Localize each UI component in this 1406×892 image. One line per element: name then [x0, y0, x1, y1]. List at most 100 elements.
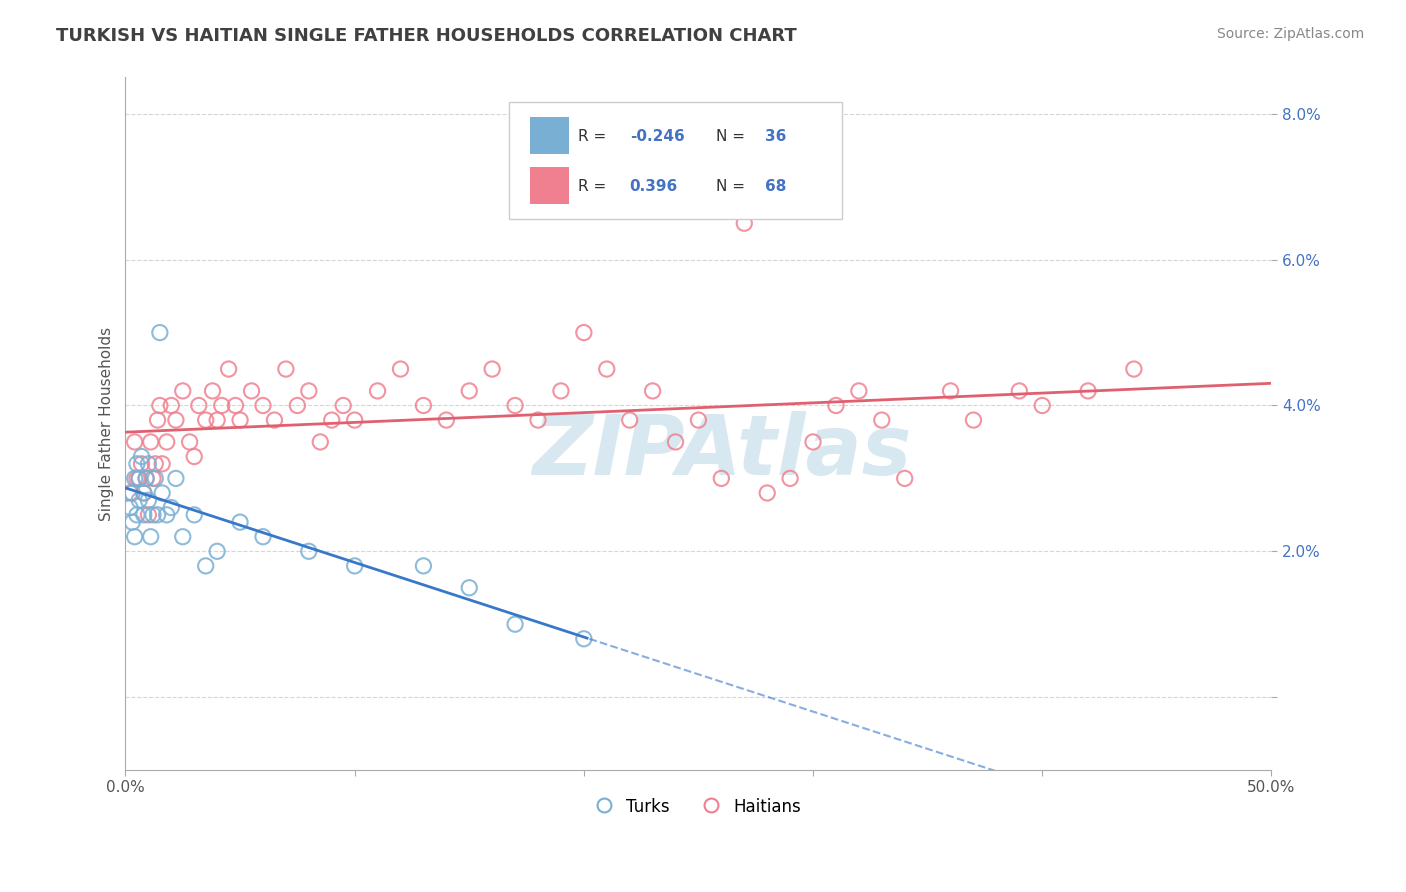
- Point: [263, 413, 285, 427]
- Point: [458, 384, 481, 398]
- Point: [298, 384, 321, 398]
- Point: [179, 434, 201, 449]
- Point: [309, 434, 332, 449]
- Point: [128, 493, 150, 508]
- Point: [572, 632, 595, 646]
- Y-axis label: Single Father Households: Single Father Households: [100, 326, 114, 521]
- Point: [343, 558, 366, 573]
- Point: [412, 558, 434, 573]
- Point: [172, 530, 194, 544]
- Point: [132, 508, 155, 522]
- Point: [503, 399, 526, 413]
- Point: [194, 558, 217, 573]
- Point: [165, 471, 187, 485]
- Point: [205, 413, 228, 427]
- Point: [142, 471, 165, 485]
- Text: R =: R =: [578, 128, 612, 144]
- Point: [801, 434, 824, 449]
- Point: [146, 508, 169, 522]
- Text: R =: R =: [578, 178, 612, 194]
- Point: [1077, 384, 1099, 398]
- Point: [274, 362, 297, 376]
- Point: [332, 399, 354, 413]
- Point: [503, 617, 526, 632]
- Point: [434, 413, 457, 427]
- Point: [710, 471, 733, 485]
- Point: [150, 457, 173, 471]
- Point: [138, 457, 160, 471]
- Point: [343, 413, 366, 427]
- Point: [128, 471, 150, 485]
- Point: [125, 471, 148, 485]
- Point: [121, 486, 143, 500]
- Point: [125, 457, 148, 471]
- Point: [205, 544, 228, 558]
- Point: [138, 508, 160, 522]
- Point: [285, 399, 308, 413]
- Point: [160, 500, 183, 515]
- Text: ZIPAtlas: ZIPAtlas: [531, 411, 911, 491]
- Text: N =: N =: [716, 178, 749, 194]
- Text: 0.396: 0.396: [630, 178, 678, 194]
- FancyBboxPatch shape: [530, 167, 569, 204]
- Point: [367, 384, 389, 398]
- Point: [139, 530, 162, 544]
- Point: [664, 434, 686, 449]
- Point: [139, 434, 162, 449]
- Point: [893, 471, 915, 485]
- Point: [458, 581, 481, 595]
- Point: [412, 399, 434, 413]
- Point: [550, 384, 572, 398]
- Point: [321, 413, 343, 427]
- FancyBboxPatch shape: [530, 117, 569, 154]
- Point: [172, 384, 194, 398]
- Legend: Turks, Haitians: Turks, Haitians: [588, 789, 808, 824]
- Point: [211, 399, 233, 413]
- Point: [252, 530, 274, 544]
- FancyBboxPatch shape: [509, 102, 842, 219]
- Point: [389, 362, 412, 376]
- Point: [187, 399, 209, 413]
- Point: [131, 457, 153, 471]
- Point: [224, 399, 246, 413]
- Point: [149, 399, 172, 413]
- Point: [194, 413, 217, 427]
- Point: [572, 326, 595, 340]
- Point: [779, 471, 801, 485]
- Point: [1122, 362, 1144, 376]
- Point: [138, 493, 160, 508]
- Point: [124, 471, 146, 485]
- Point: [688, 413, 710, 427]
- Text: 68: 68: [765, 178, 786, 194]
- Point: [135, 471, 157, 485]
- Point: [229, 413, 252, 427]
- Point: [619, 413, 641, 427]
- Point: [870, 413, 893, 427]
- Point: [596, 362, 619, 376]
- Point: [298, 544, 321, 558]
- Point: [156, 508, 179, 522]
- Point: [252, 399, 274, 413]
- Text: N =: N =: [716, 128, 749, 144]
- Point: [1031, 399, 1053, 413]
- Point: [124, 434, 146, 449]
- Point: [143, 457, 166, 471]
- Point: [825, 399, 848, 413]
- Point: [641, 384, 664, 398]
- Point: [118, 486, 141, 500]
- Point: [218, 362, 240, 376]
- Point: [118, 500, 141, 515]
- Point: [135, 471, 157, 485]
- Point: [156, 434, 179, 449]
- Point: [481, 362, 503, 376]
- Point: [149, 326, 172, 340]
- Point: [121, 515, 143, 529]
- Point: [146, 413, 169, 427]
- Point: [183, 508, 205, 522]
- Point: [240, 384, 263, 398]
- Point: [124, 530, 146, 544]
- Point: [848, 384, 870, 398]
- Point: [125, 508, 148, 522]
- Point: [143, 471, 166, 485]
- Point: [131, 450, 153, 464]
